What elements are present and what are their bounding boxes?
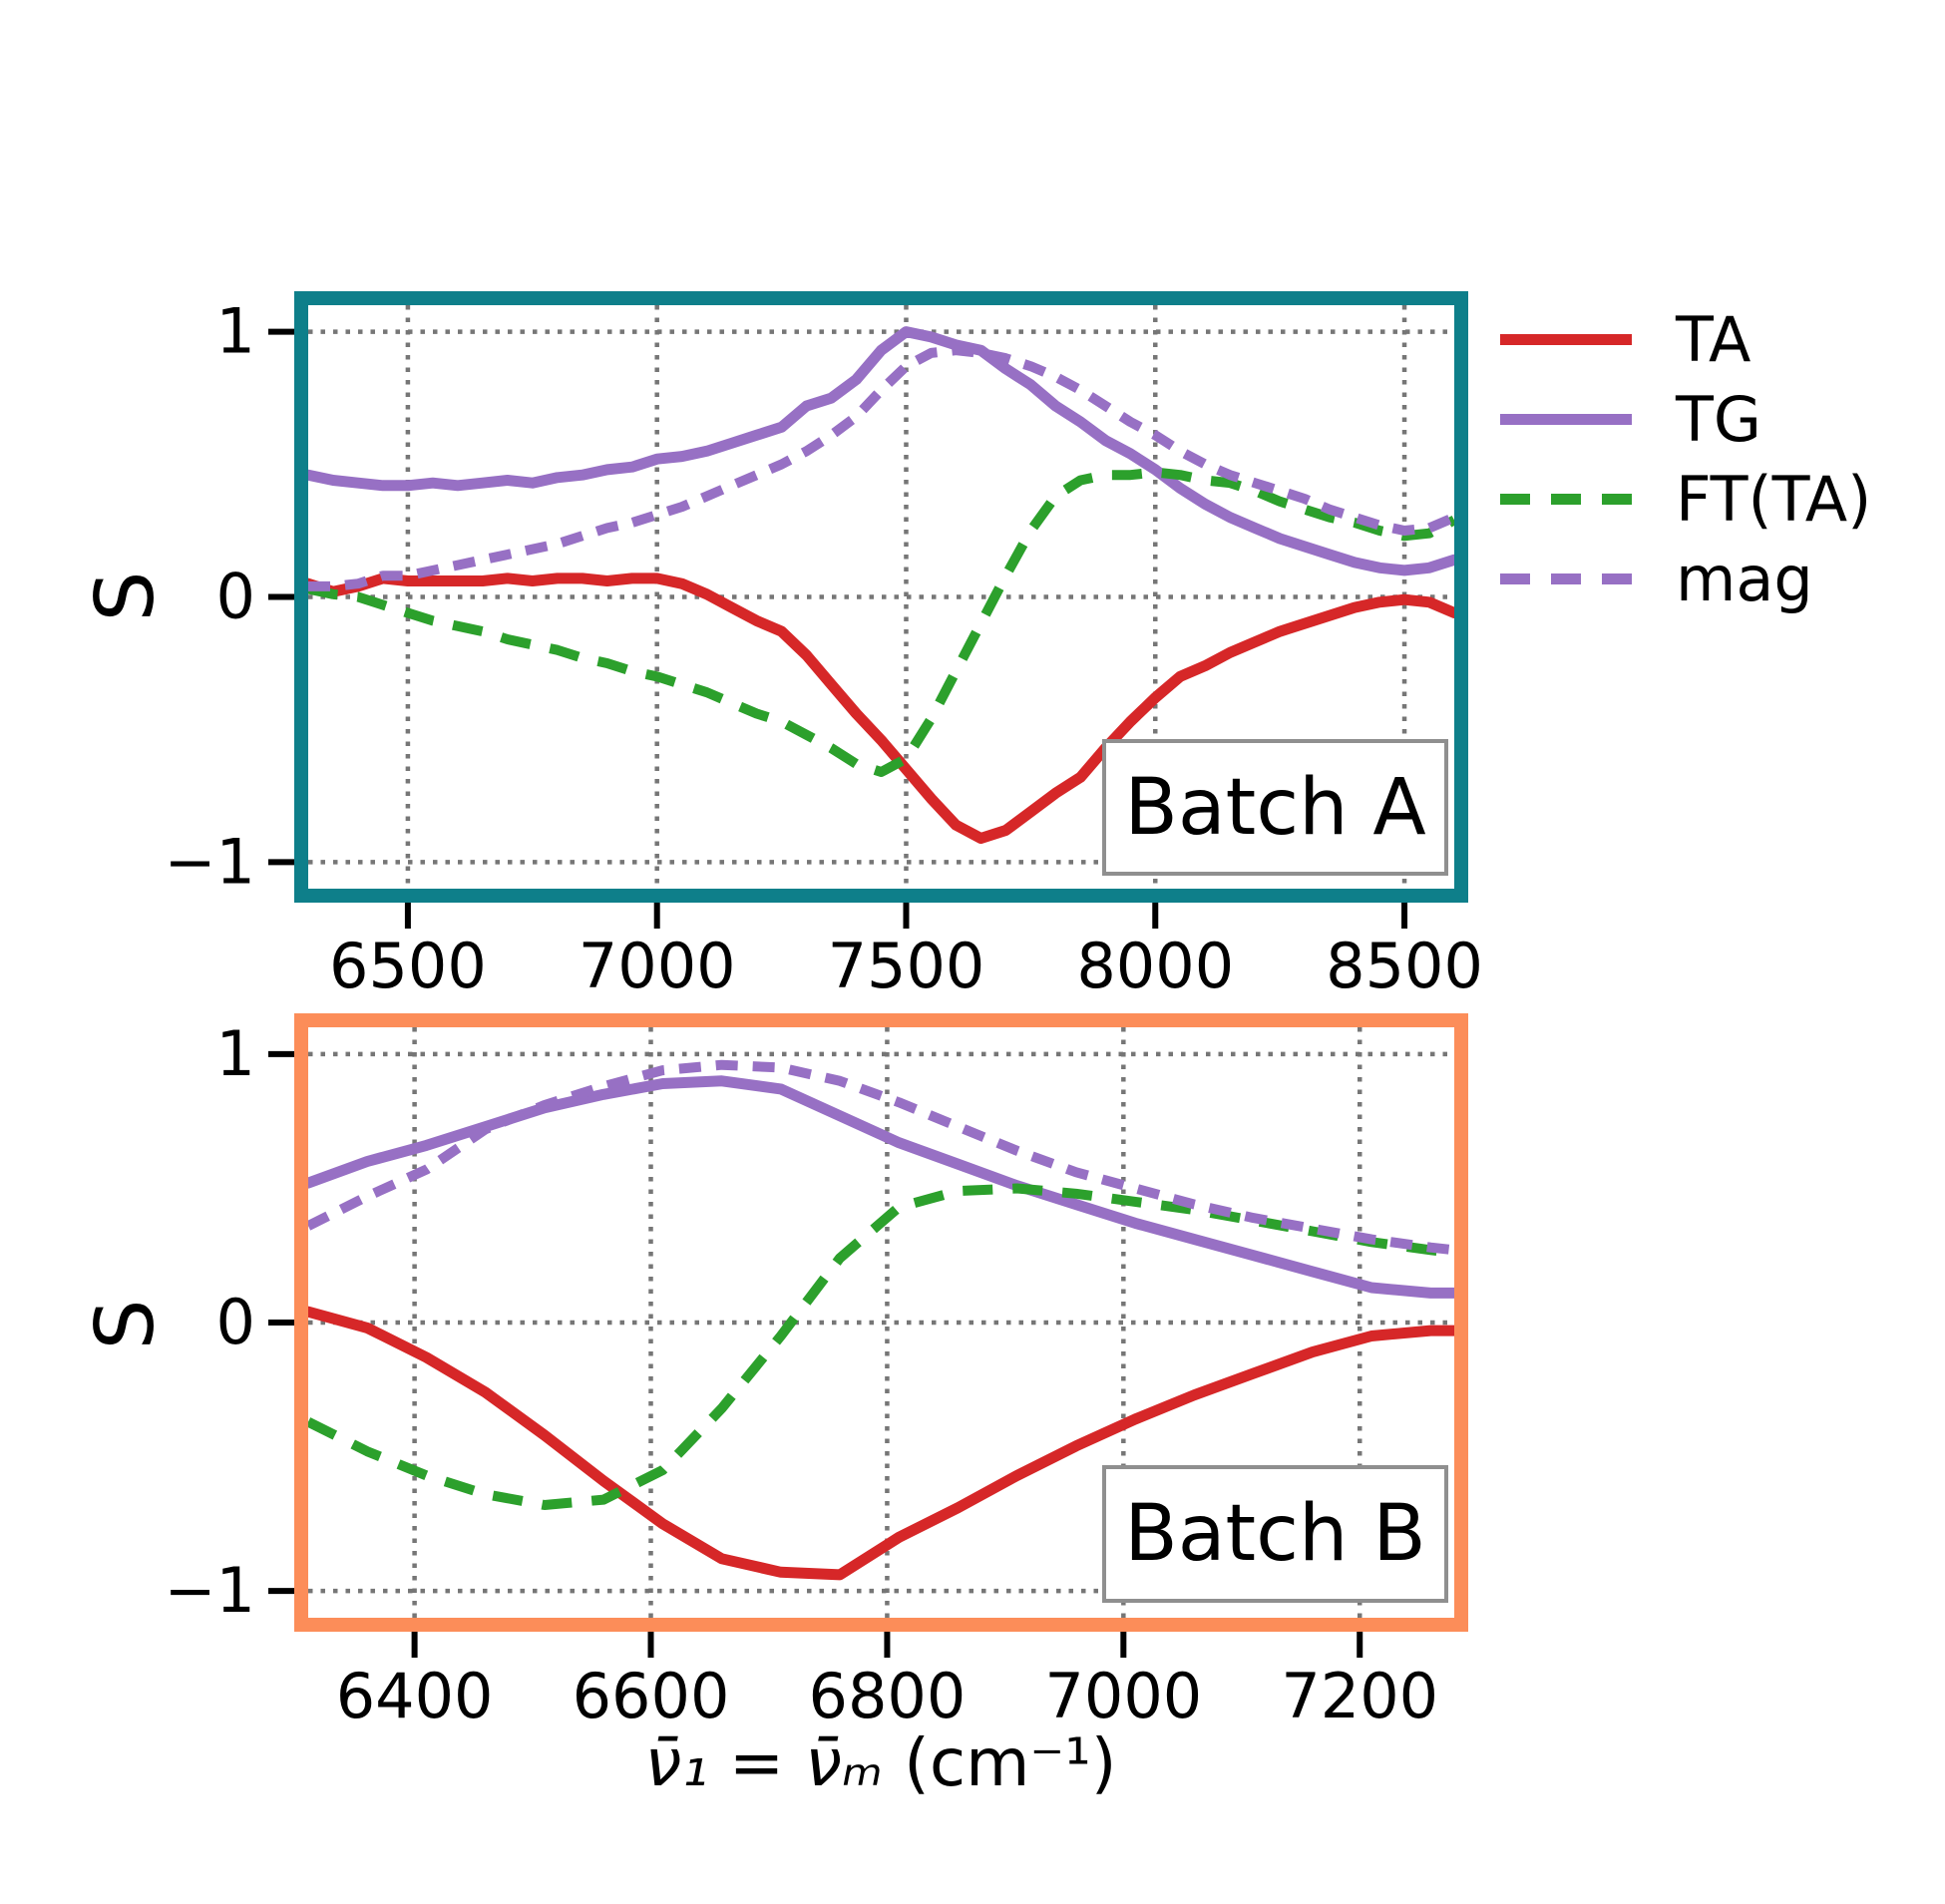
x-tick-label: 6400 [336, 1660, 494, 1732]
tg-line-swatch [1500, 413, 1632, 425]
batch-a-label-box: Batch A [1102, 739, 1448, 876]
legend-label-mag: mag [1676, 542, 1813, 615]
curve-ta [308, 1306, 1454, 1581]
legend-item-ftta: FT(TA) [1500, 459, 1939, 539]
batch-b-title: Batch B [1124, 1489, 1426, 1579]
x-tick-label: 8000 [1076, 930, 1234, 1002]
x-label-unit: (cm⁻¹) [883, 1723, 1117, 1801]
ta-line-swatch [1500, 333, 1632, 345]
panel-frame-batch-a [294, 291, 1468, 903]
curve-tg [308, 326, 1454, 576]
x-tick-label: 7200 [1281, 1660, 1438, 1732]
curve-mag [308, 1059, 1454, 1256]
curve-tg [308, 1075, 1454, 1299]
x-label-equals: = [707, 1723, 806, 1801]
x-tick-label: 6500 [329, 930, 487, 1002]
y-tick-label: 0 [216, 1286, 255, 1358]
x-label-num: ν̄ₘ [805, 1723, 884, 1801]
curve-ftta [308, 467, 1454, 777]
mag-line-swatch [1500, 572, 1632, 584]
batch-b-label-box: Batch B [1102, 1465, 1448, 1603]
x-tick-label: 7000 [579, 930, 736, 1002]
legend-item-mag: mag [1500, 539, 1939, 618]
y-tick-label: −1 [165, 1554, 255, 1627]
legend-label-ftta: FT(TA) [1676, 462, 1872, 536]
y-tick-label: 0 [216, 561, 255, 633]
y-axis-label-bottom: S [78, 1299, 172, 1350]
y-tick-label: −1 [165, 825, 255, 898]
legend-label-tg: TG [1676, 382, 1761, 456]
curve-mag [308, 345, 1454, 591]
curve-ta [308, 572, 1454, 844]
x-tick-label: 6600 [573, 1660, 730, 1732]
curve-ftta [308, 1183, 1454, 1510]
batch-a-title: Batch A [1124, 762, 1426, 853]
ftta-line-swatch [1500, 493, 1632, 505]
legend-item-ta: TA [1500, 299, 1939, 379]
x-tick-label: 6800 [809, 1660, 967, 1732]
y-tick-label: 1 [216, 295, 255, 368]
x-label-nu1: ν̄₁ [644, 1723, 708, 1801]
x-axis-label: ν̄₁ = ν̄ₘ (cm⁻¹) [382, 1717, 1379, 1807]
x-tick-label: 8500 [1326, 930, 1483, 1002]
y-tick-label: 1 [216, 1017, 255, 1090]
legend-label-ta: TA [1676, 302, 1751, 376]
y-axis-label-top: S [78, 571, 172, 622]
panel-frame-batch-b [294, 1013, 1468, 1632]
x-tick-label: 7000 [1044, 1660, 1202, 1732]
legend-item-tg: TG [1500, 379, 1939, 459]
x-tick-label: 7500 [828, 930, 985, 1002]
